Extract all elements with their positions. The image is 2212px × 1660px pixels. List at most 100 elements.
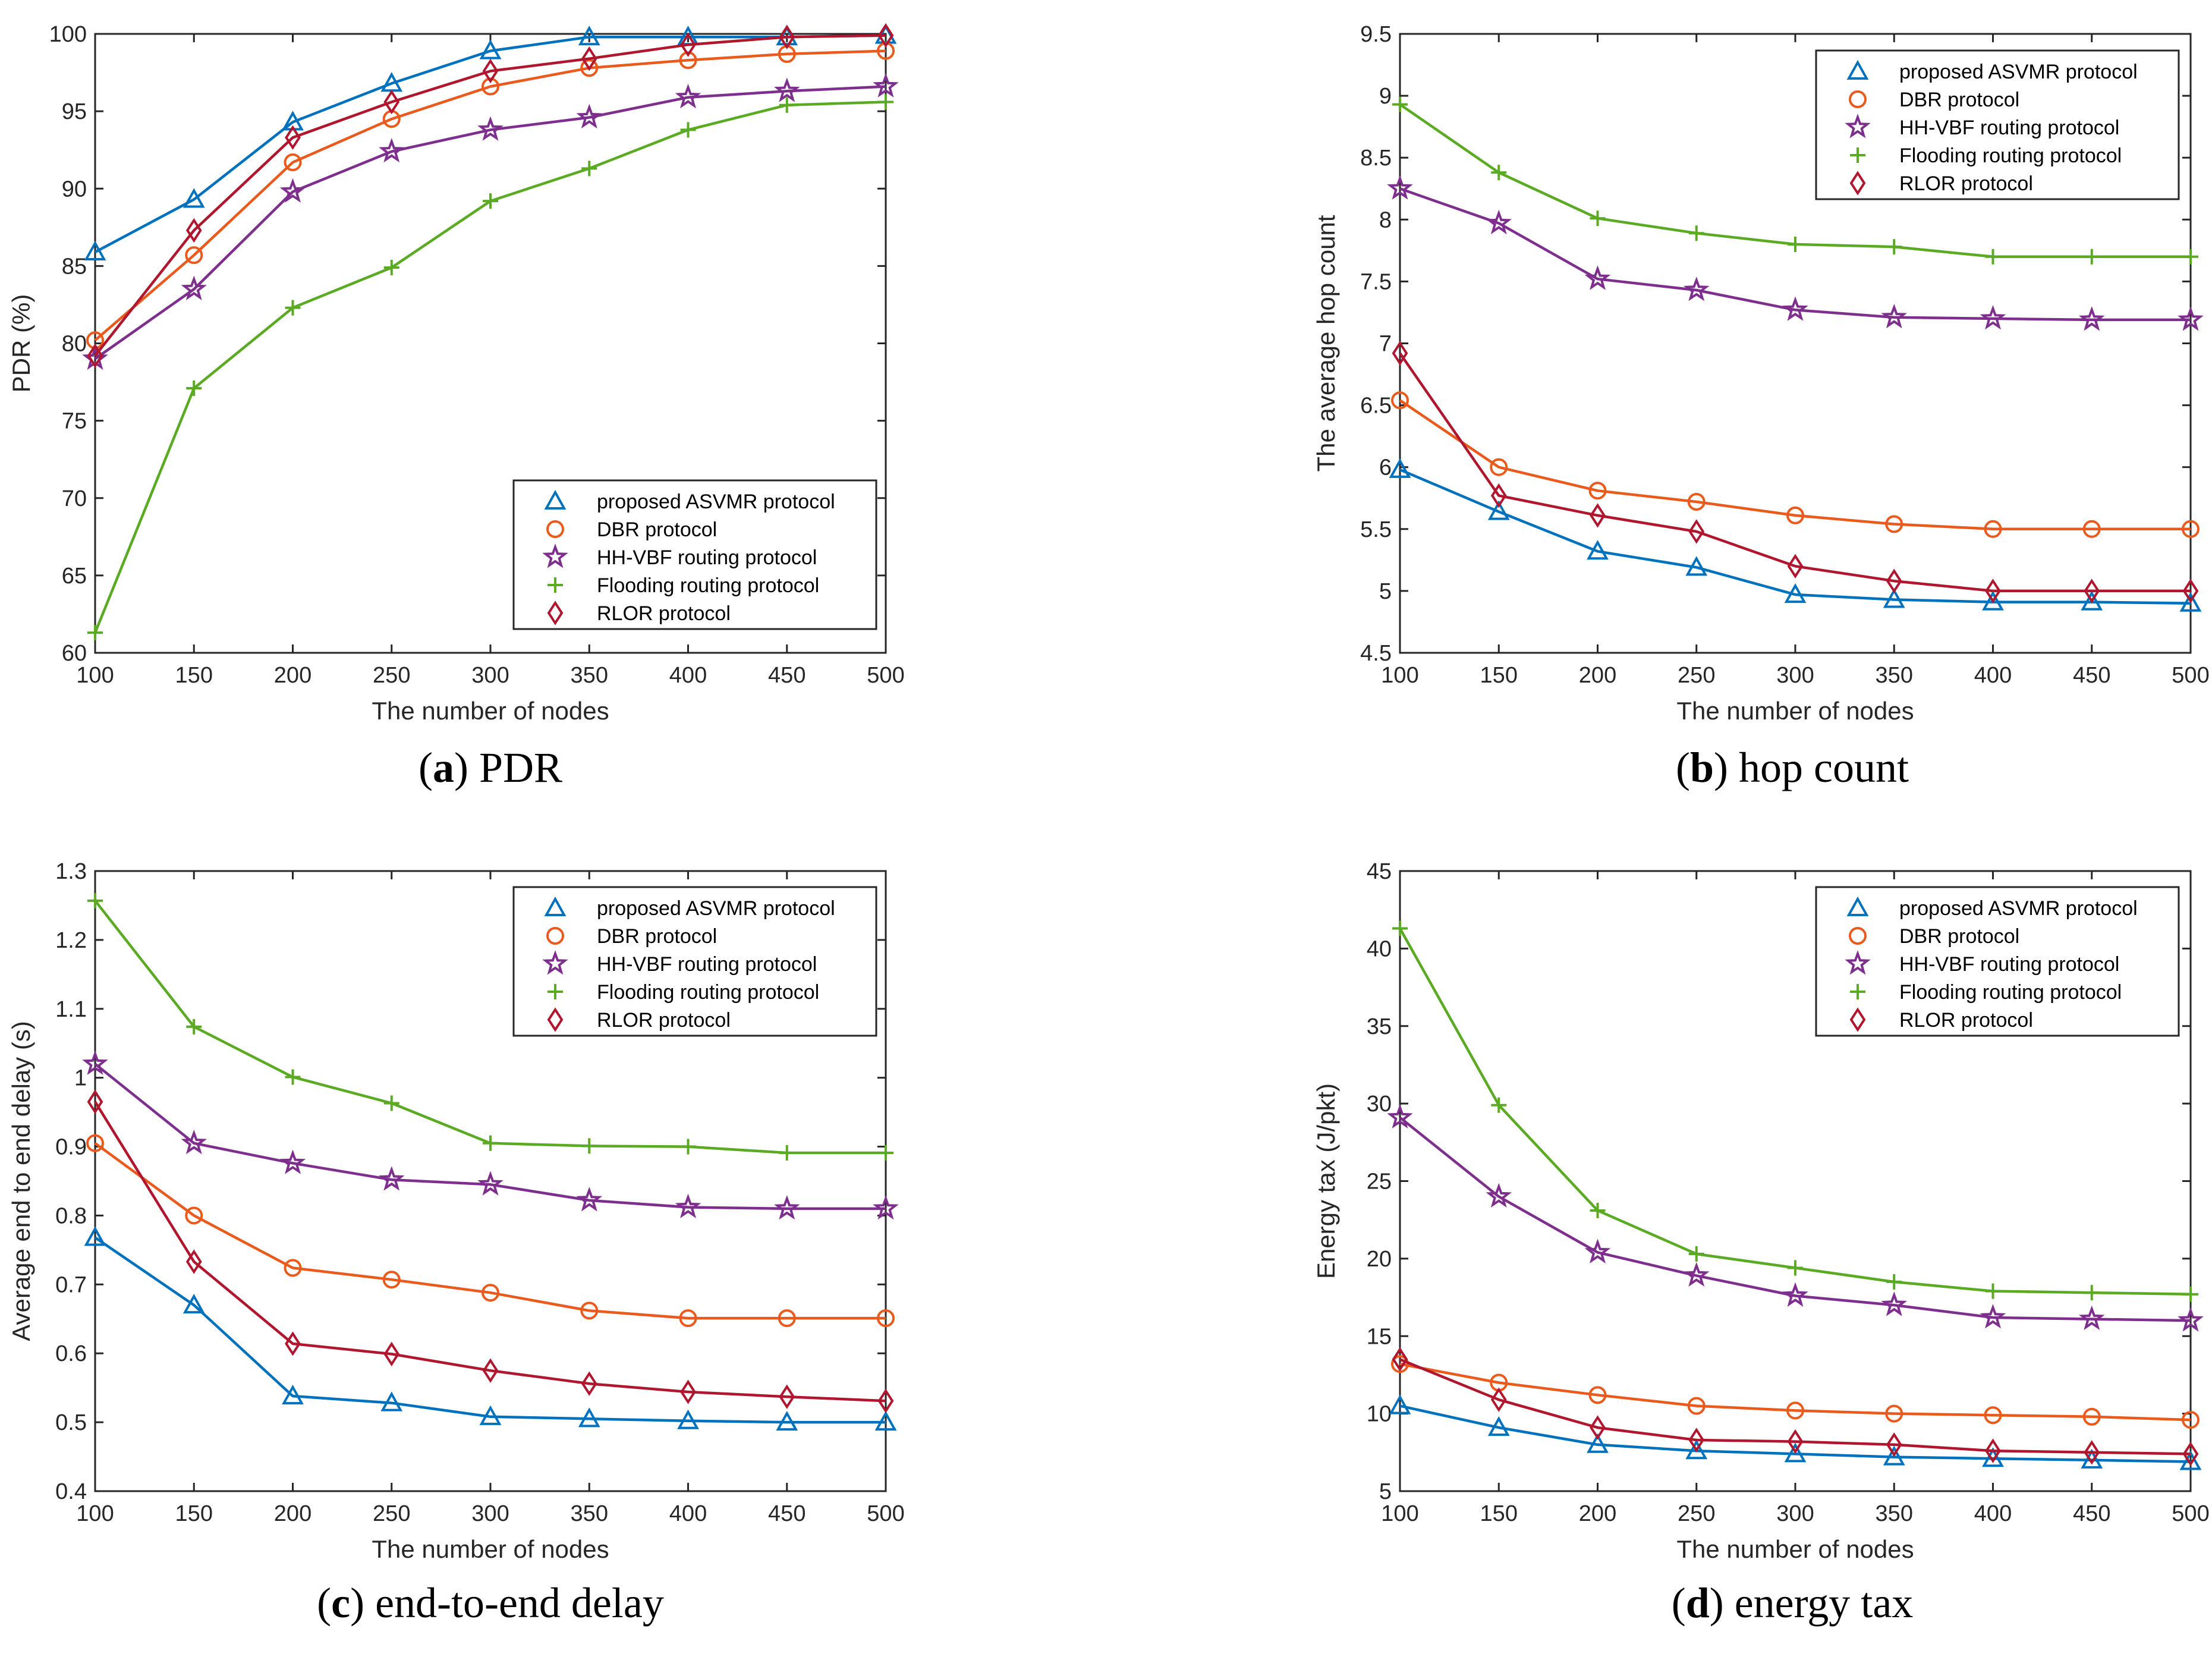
data-point <box>185 246 203 265</box>
legend-box <box>1815 49 2180 200</box>
data-point <box>1490 458 1508 476</box>
data-point <box>2182 1411 2200 1429</box>
x-tick-label: 300 <box>1776 663 1814 688</box>
data-point <box>1687 1397 1706 1415</box>
x-tick-label: 150 <box>1480 663 1518 688</box>
data-point <box>1782 1282 1808 1307</box>
y-tick-label: 60 <box>62 641 87 666</box>
x-tick-label: 400 <box>1974 1501 2012 1526</box>
data-point <box>1486 209 1512 235</box>
data-point <box>1980 305 2006 330</box>
series-proposed-asvmr-protocol <box>1389 458 2202 612</box>
data-point <box>1685 556 1708 576</box>
data-point <box>576 1187 602 1212</box>
data-point <box>1883 588 1905 608</box>
legend-label: DBR protocol <box>1899 925 2019 948</box>
data-point <box>285 1069 301 1085</box>
data-point <box>482 1284 499 1302</box>
data-point <box>285 125 301 150</box>
data-point <box>1788 1260 1803 1276</box>
series-line <box>1399 399 2191 531</box>
legend-marker <box>547 601 564 625</box>
x-tick-label: 200 <box>274 663 311 688</box>
panel-caption-d: energy tax <box>1734 1579 1914 1627</box>
series-dbr-protocol <box>86 1134 895 1328</box>
legend-label: HH-VBF routing protocol <box>1899 117 2119 139</box>
y-tick-label: 95 <box>62 99 87 124</box>
panel-letter-c: c <box>331 1579 351 1627</box>
y-tick-label: 4.5 <box>1360 641 1392 666</box>
chart-d: 100 150 200 250 300 350 400 450 500 5 10 15 20 25 30 35… <box>1312 859 2210 1563</box>
data-point <box>1387 1103 1413 1129</box>
data-point <box>185 1249 202 1274</box>
data-point <box>1392 920 1408 936</box>
data-point <box>1588 482 1607 500</box>
legend-label: RLOR protocol <box>597 1009 731 1032</box>
data-point <box>779 24 795 49</box>
x-tick-label: 150 <box>175 1501 213 1526</box>
legend-marker <box>548 984 563 999</box>
legend-marker <box>547 1007 564 1032</box>
y-tick-label: 35 <box>1367 1014 1392 1039</box>
panel-letter-b: b <box>1689 744 1714 791</box>
data-point <box>1787 554 1804 579</box>
y-tick-label: 65 <box>62 564 87 589</box>
legend-marker <box>548 577 563 593</box>
data-point <box>479 1405 502 1425</box>
legend-marker <box>1846 59 1869 80</box>
data-point <box>87 625 103 641</box>
data-point <box>2079 306 2105 331</box>
data-point <box>483 193 498 209</box>
data-point <box>1389 1394 1411 1414</box>
x-tick-label: 200 <box>1579 663 1616 688</box>
y-axis-label: Energy tax (J/pkt) <box>1312 1083 1340 1279</box>
y-axis-label: PDR (%) <box>7 294 35 393</box>
x-tick-label: 300 <box>471 663 509 688</box>
data-point <box>1985 249 2001 265</box>
data-point <box>2178 306 2204 331</box>
series-line <box>1399 1362 2191 1422</box>
legend-marker <box>1849 171 1866 196</box>
data-point <box>1985 1283 2001 1299</box>
y-tick-label: 8.5 <box>1360 146 1392 171</box>
data-point <box>1881 1291 1907 1316</box>
x-axis-label: The number of nodes <box>372 1535 609 1563</box>
data-point <box>87 892 103 908</box>
data-point <box>774 1195 800 1220</box>
data-point <box>186 1018 202 1035</box>
series-hh-vbf-routing-protocol <box>82 1050 899 1220</box>
data-point <box>380 1391 403 1411</box>
series-line <box>94 1101 886 1403</box>
series-flooding-routing-protocol <box>1392 920 2198 1302</box>
panel-caption-b: hop count <box>1739 744 1909 791</box>
legend: proposed ASVMR protocol DBR protocol HH-VB… <box>1815 886 2180 1037</box>
legend-marker <box>544 896 567 916</box>
data-point <box>1885 515 1903 533</box>
x-tick-label: 300 <box>471 1501 509 1526</box>
data-point <box>680 1139 696 1155</box>
data-point <box>1684 1262 1710 1287</box>
data-point <box>1688 519 1705 544</box>
data-point <box>1688 1246 1704 1262</box>
data-point <box>482 77 499 96</box>
x-axis-label: The number of nodes <box>1676 697 1914 725</box>
data-point <box>185 218 202 243</box>
data-point <box>1786 1401 1804 1420</box>
y-tick-label: 5.5 <box>1360 517 1392 542</box>
data-point <box>2084 1440 2100 1465</box>
x-tick-label: 100 <box>76 1501 114 1526</box>
series-hh-vbf-routing-protocol <box>1387 1103 2204 1332</box>
y-tick-label: 5 <box>1379 1479 1392 1504</box>
data-point <box>877 42 895 60</box>
data-point <box>679 1309 697 1328</box>
data-point <box>580 59 599 77</box>
series-rlor-protocol <box>87 1089 894 1413</box>
data-point <box>2082 520 2101 538</box>
series-line <box>94 34 886 357</box>
y-tick-label: 40 <box>1367 936 1392 961</box>
data-point <box>185 1206 203 1225</box>
series-line <box>1399 1404 2191 1463</box>
series-rlor-protocol <box>87 23 894 369</box>
data-point <box>878 1145 893 1161</box>
legend-marker <box>1845 114 1871 139</box>
